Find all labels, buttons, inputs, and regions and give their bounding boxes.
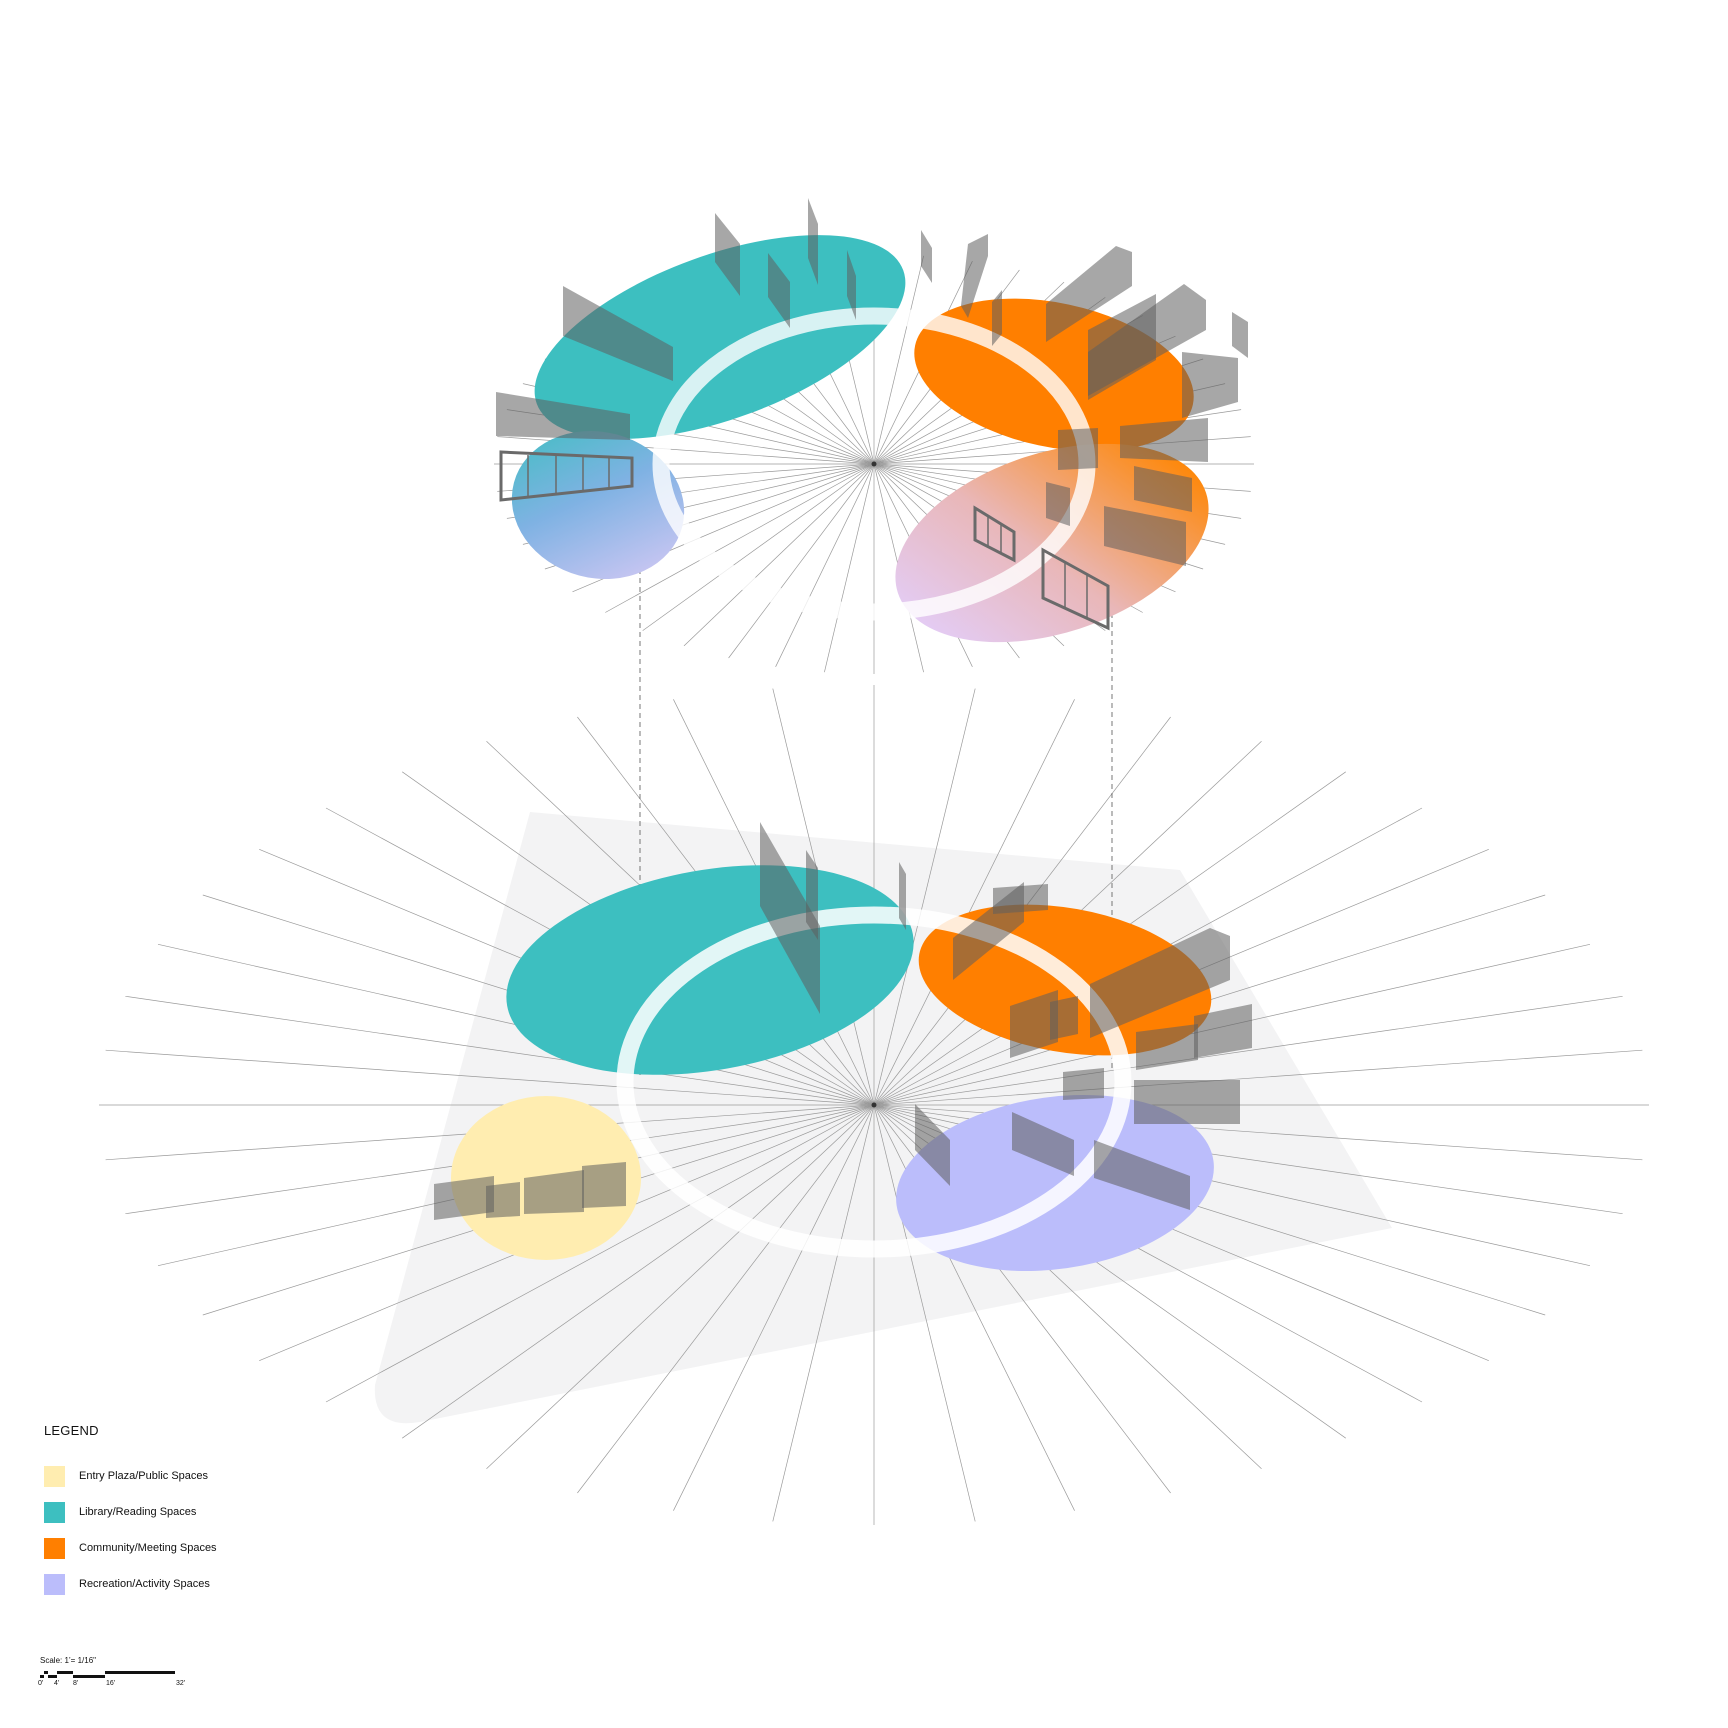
scale-tick: 16' <box>106 1680 116 1687</box>
legend-label: Library/Reading Spaces <box>79 1506 197 1518</box>
scale-segment <box>57 1671 73 1674</box>
scale-segment <box>44 1671 48 1674</box>
upper-center-point <box>871 461 877 467</box>
legend-item-community: Community/Meeting Spaces <box>44 1530 217 1566</box>
ray-line <box>775 463 875 667</box>
ray-line <box>605 463 875 613</box>
upper-library-recreation-zone <box>511 430 685 580</box>
scale-bar-block: Scale: 1’= 1/16" 0' 4' 8' 16' 32' <box>38 1656 190 1687</box>
scale-segment <box>105 1671 175 1674</box>
ray-line <box>486 1104 875 1469</box>
ray-line <box>642 463 875 631</box>
legend-swatch-community <box>44 1537 65 1559</box>
scale-tick: 32' <box>176 1680 186 1687</box>
upper-library-zone <box>534 235 906 439</box>
lower-circulation-ring <box>616 906 1132 1258</box>
legend-label: Recreation/Activity Spaces <box>79 1578 210 1590</box>
ray-line <box>673 1104 875 1511</box>
scale-tick: 0' <box>38 1680 44 1687</box>
ray-line <box>873 995 1623 1106</box>
scale-segment <box>48 1675 57 1678</box>
legend-title: LEGEND <box>44 1423 99 1438</box>
scale-tick: 4' <box>54 1680 60 1687</box>
ray-line <box>873 1049 1643 1106</box>
scale-bar: 0' 4' 8' 16' 32' <box>38 1671 190 1687</box>
ray-line <box>125 995 875 1106</box>
ray-line <box>577 1104 875 1494</box>
ray-line <box>105 1049 875 1106</box>
window-frames <box>499 450 1110 631</box>
scale-tick: 8' <box>73 1680 79 1687</box>
legend-swatch-library <box>44 1501 65 1523</box>
legend-label: Community/Meeting Spaces <box>79 1542 217 1554</box>
scale-segment <box>40 1675 44 1678</box>
ray-line <box>824 463 875 673</box>
wall-planes <box>434 198 1252 1220</box>
ray-line <box>873 255 924 465</box>
ray-line <box>401 1104 875 1439</box>
scale-title: Scale: 1’= 1/16" <box>40 1656 96 1665</box>
legend: LEGEND Entry Plaza/Public Spaces Library… <box>44 1423 217 1602</box>
lower-center-point <box>871 1102 877 1108</box>
ray-line <box>873 1104 976 1522</box>
legend-item-entry-plaza: Entry Plaza/Public Spaces <box>44 1458 217 1494</box>
ray-line <box>728 463 875 659</box>
ray-line <box>873 688 976 1106</box>
legend-item-library: Library/Reading Spaces <box>44 1494 217 1530</box>
legend-item-recreation: Recreation/Activity Spaces <box>44 1566 217 1602</box>
ray-line <box>683 463 875 647</box>
legend-swatch-entry-plaza <box>44 1465 65 1487</box>
ray-line <box>772 1104 875 1522</box>
legend-swatch-recreation <box>44 1573 65 1595</box>
ray-line <box>873 699 1075 1106</box>
ray-line <box>325 1104 875 1403</box>
scale-segment <box>73 1675 105 1678</box>
legend-label: Entry Plaza/Public Spaces <box>79 1470 209 1482</box>
